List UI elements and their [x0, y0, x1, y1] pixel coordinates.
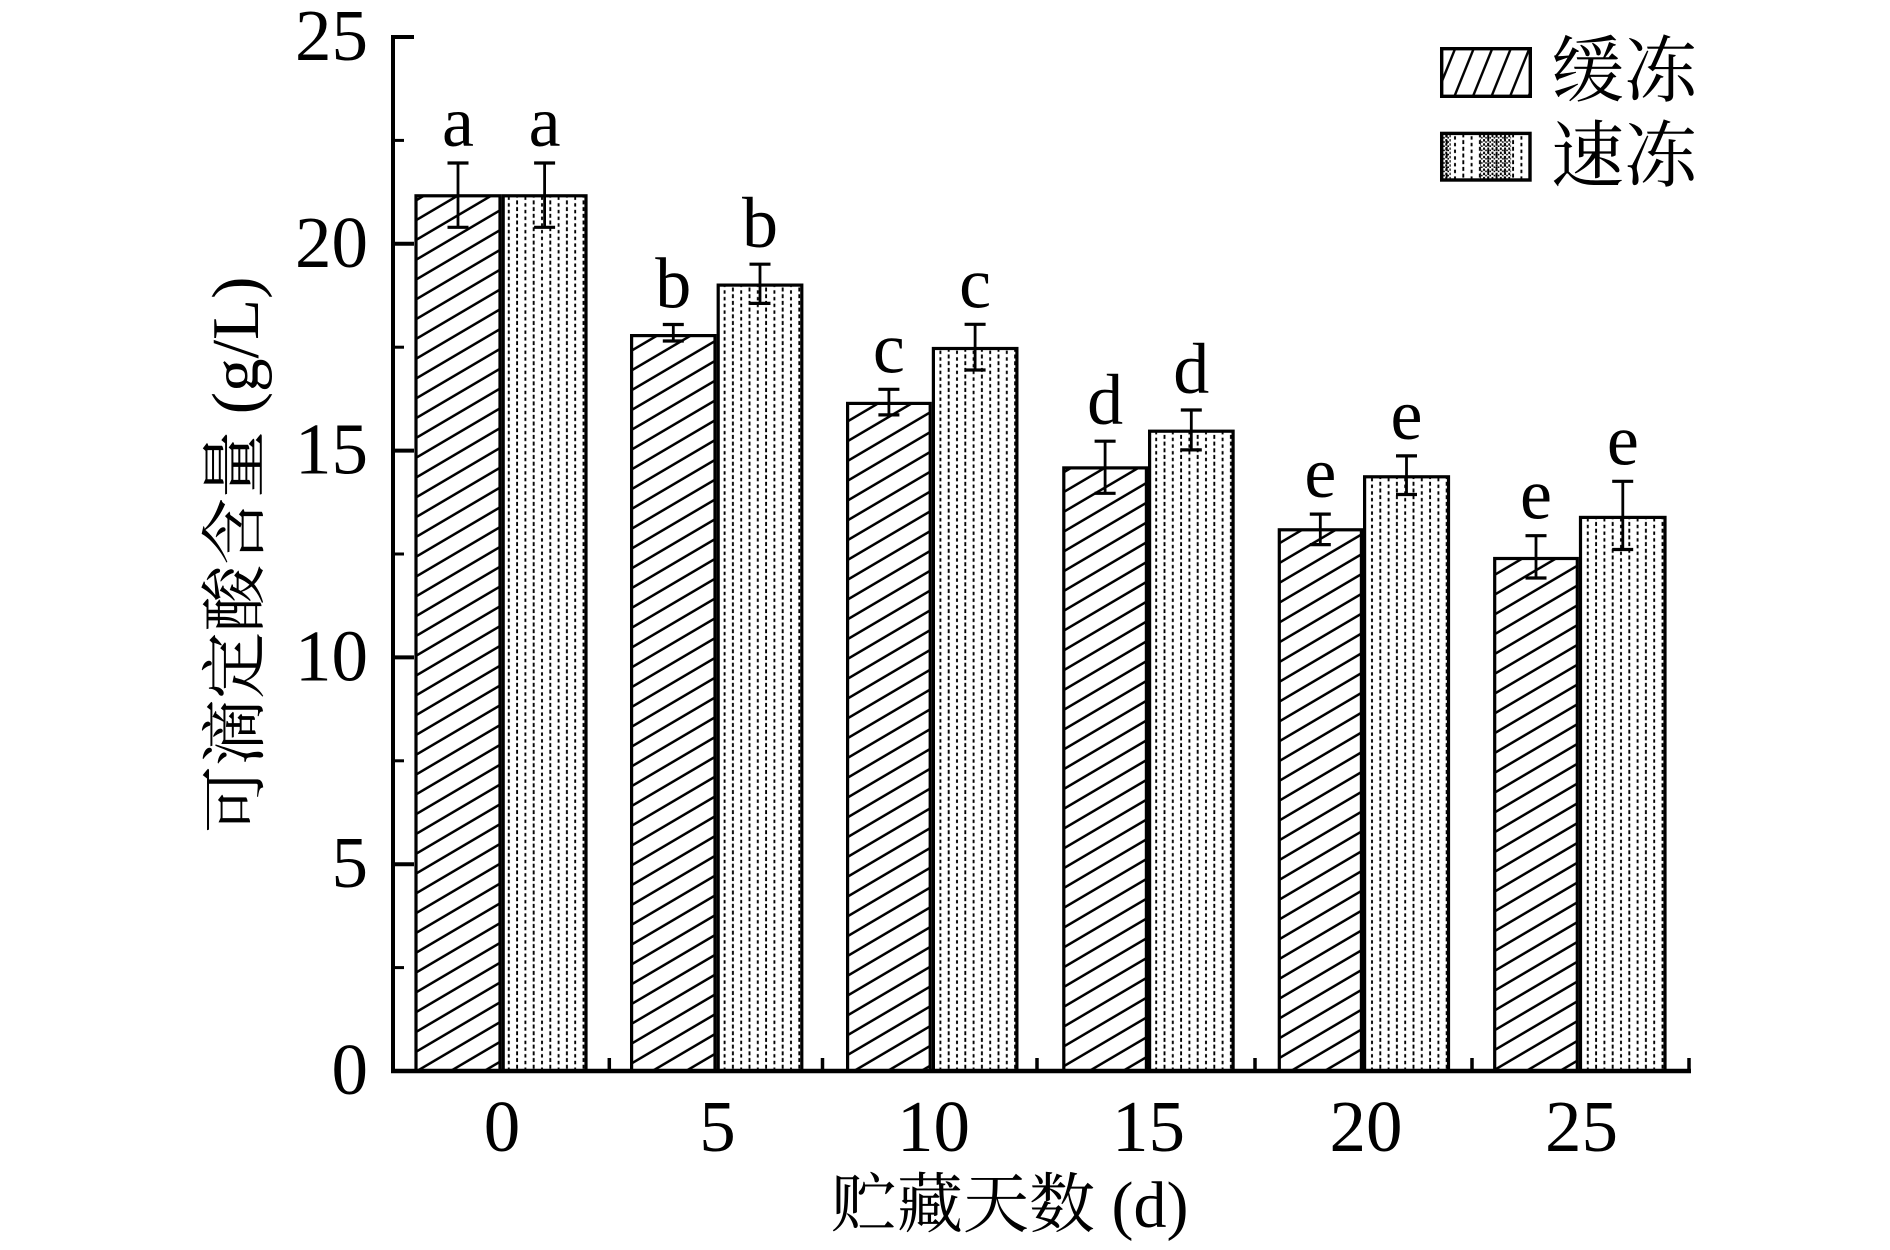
- svg-text:15: 15: [1112, 1086, 1185, 1167]
- svg-text:e: e: [1607, 400, 1639, 480]
- svg-text:b: b: [655, 244, 691, 324]
- svg-text:a: a: [529, 82, 561, 162]
- svg-text:e: e: [1391, 375, 1423, 455]
- svg-text:e: e: [1520, 455, 1552, 535]
- svg-text:a: a: [442, 82, 474, 162]
- svg-text:d: d: [1173, 329, 1209, 409]
- svg-text:b: b: [742, 183, 778, 263]
- svg-text:(d): (d): [1095, 1169, 1188, 1242]
- svg-text:(g/L): (g/L): [199, 277, 273, 431]
- svg-text:20: 20: [295, 202, 368, 283]
- svg-text:20: 20: [1330, 1086, 1403, 1167]
- svg-text:10: 10: [897, 1086, 970, 1167]
- svg-text:25: 25: [295, 0, 368, 76]
- svg-text:15: 15: [295, 409, 368, 490]
- svg-text:c: c: [959, 243, 991, 323]
- svg-text:5: 5: [332, 822, 369, 903]
- svg-text:0: 0: [332, 1029, 369, 1110]
- svg-text:0: 0: [484, 1086, 521, 1167]
- svg-text:c: c: [873, 308, 905, 388]
- svg-text:e: e: [1304, 433, 1336, 513]
- svg-text:10: 10: [295, 615, 368, 696]
- svg-text:d: d: [1087, 360, 1123, 440]
- svg-text:5: 5: [699, 1086, 736, 1167]
- svg-text:25: 25: [1545, 1086, 1618, 1167]
